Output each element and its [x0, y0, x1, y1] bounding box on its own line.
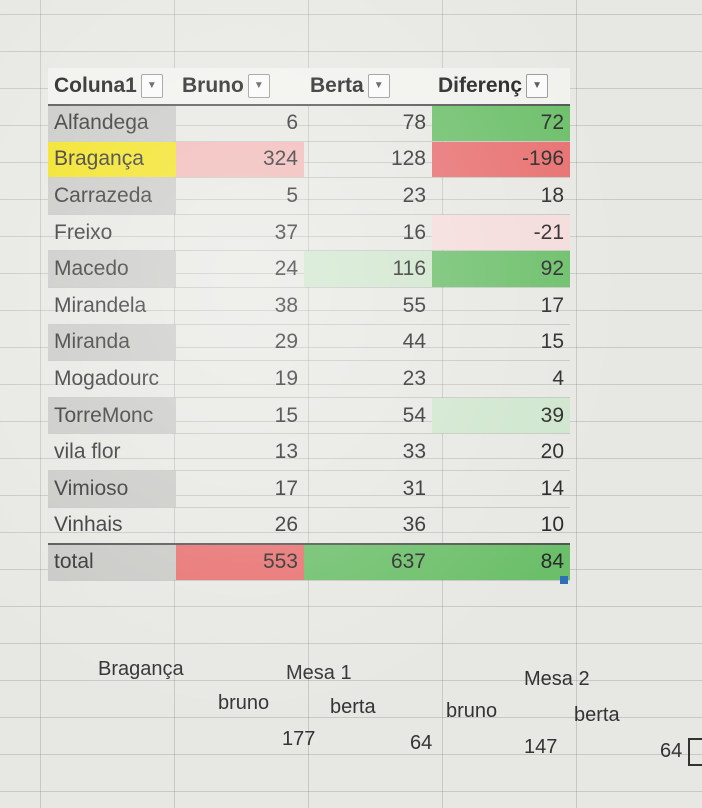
cell-berta[interactable]: 33: [304, 433, 432, 472]
cell-bruno[interactable]: 37: [176, 214, 304, 252]
cell-bruno[interactable]: 29: [176, 324, 304, 362]
table-row: Miranda 29 44 15: [48, 324, 570, 362]
header-label: Coluna1: [54, 74, 137, 98]
header-label: Diferenç: [438, 74, 523, 98]
table-row: Freixo 37 16 -21: [48, 214, 570, 252]
cell-total-bruno[interactable]: 553: [176, 542, 304, 581]
data-table: Coluna1 ▼ Bruno ▼ Berta ▼ Diferenç ▼ Alfande…: [48, 68, 570, 581]
cell-bruno[interactable]: 6: [176, 104, 304, 142]
cell-bruno[interactable]: 324: [176, 141, 304, 179]
mesa2-bruno-label[interactable]: bruno: [446, 700, 498, 722]
cell-name[interactable]: Bragança: [48, 141, 176, 179]
cell-berta[interactable]: 44: [304, 324, 432, 362]
cell-name[interactable]: Vinhais: [48, 507, 176, 545]
mesa2-berta-label[interactable]: berta: [574, 704, 620, 726]
cell-total-diff[interactable]: 84: [432, 542, 570, 581]
cell-name[interactable]: vila flor: [48, 433, 176, 472]
cell-name[interactable]: Mirandela: [48, 287, 176, 325]
cell-bruno[interactable]: 26: [176, 507, 304, 545]
cell-name[interactable]: TorreMonc: [48, 397, 176, 435]
cell-bruno[interactable]: 15: [176, 397, 304, 435]
cell-diff[interactable]: 72: [432, 104, 570, 142]
cell-diff[interactable]: 15: [432, 324, 570, 362]
cell-diff[interactable]: 4: [432, 360, 570, 398]
cell-diff[interactable]: -21: [432, 214, 570, 252]
table-row: vila flor 13 33 20: [48, 433, 570, 472]
fill-handle[interactable]: [560, 576, 568, 584]
table-row: Mirandela 38 55 17: [48, 287, 570, 325]
cell-bruno[interactable]: 17: [176, 470, 304, 508]
cell-berta[interactable]: 31: [304, 470, 432, 508]
cell-berta[interactable]: 78: [304, 104, 432, 142]
cell-name[interactable]: Freixo: [48, 214, 176, 252]
cell-name[interactable]: Mogadourc: [48, 360, 176, 398]
cell-name[interactable]: Alfandega: [48, 104, 176, 142]
cell-bruno[interactable]: 19: [176, 360, 304, 398]
cell-diff[interactable]: -196: [432, 141, 570, 179]
table-row: Carrazeda 5 23 18: [48, 177, 570, 215]
cell-bruno[interactable]: 13: [176, 433, 304, 472]
cell-berta[interactable]: 16: [304, 214, 432, 252]
cell-diff[interactable]: 20: [432, 433, 570, 472]
header-diferenca[interactable]: Diferenç ▼: [432, 68, 570, 106]
header-label: Bruno: [182, 74, 244, 98]
mesa1-berta-value[interactable]: 64: [410, 732, 433, 754]
cell-bruno[interactable]: 38: [176, 287, 304, 325]
table-row: Vinhais 26 36 10: [48, 507, 570, 545]
cell-bruno[interactable]: 5: [176, 177, 304, 215]
cell-diff[interactable]: 18: [432, 177, 570, 215]
cell-diff[interactable]: 14: [432, 470, 570, 508]
header-label: Berta: [310, 74, 364, 98]
table-header-row: Coluna1 ▼ Bruno ▼ Berta ▼ Diferenç ▼: [48, 68, 570, 106]
mesa1-title[interactable]: Mesa 1: [286, 662, 352, 684]
cell-berta[interactable]: 54: [304, 397, 432, 435]
cell-berta[interactable]: 23: [304, 360, 432, 398]
cell-total-berta[interactable]: 637: [304, 542, 432, 581]
cell-bruno[interactable]: 24: [176, 250, 304, 289]
table-row: Macedo 24 116 92: [48, 250, 570, 289]
header-coluna1[interactable]: Coluna1 ▼: [48, 68, 176, 106]
table-row: Bragança 324 128 -196: [48, 141, 570, 179]
mesa1-berta-label[interactable]: berta: [330, 696, 376, 718]
cell-berta[interactable]: 128: [304, 141, 432, 179]
table-row: Vimioso 17 31 14: [48, 470, 570, 508]
active-cell-outline[interactable]: [688, 738, 702, 766]
cell-name[interactable]: Miranda: [48, 324, 176, 362]
table-row: Alfandega 6 78 72: [48, 104, 570, 142]
cell-name[interactable]: Macedo: [48, 250, 176, 289]
cell-diff[interactable]: 17: [432, 287, 570, 325]
cell-diff[interactable]: 39: [432, 397, 570, 435]
cell-diff[interactable]: 92: [432, 250, 570, 289]
chevron-down-icon[interactable]: ▼: [140, 74, 163, 99]
mesa2-berta-value[interactable]: 64: [660, 740, 683, 762]
mesa1-bruno-label[interactable]: bruno: [218, 692, 270, 714]
chevron-down-icon[interactable]: ▼: [367, 74, 390, 99]
cell-name[interactable]: Carrazeda: [48, 177, 176, 215]
table-total-row: total 553 637 84: [48, 542, 570, 581]
chevron-down-icon[interactable]: ▼: [247, 74, 270, 99]
table-row: Mogadourc 19 23 4: [48, 360, 570, 398]
chevron-down-icon[interactable]: ▼: [526, 74, 549, 99]
header-berta[interactable]: Berta ▼: [304, 68, 432, 106]
cell-berta[interactable]: 116: [304, 250, 432, 289]
cell-diff[interactable]: 10: [432, 507, 570, 545]
header-bruno[interactable]: Bruno ▼: [176, 68, 304, 106]
cell-total-label[interactable]: total: [48, 542, 176, 581]
cell-berta[interactable]: 23: [304, 177, 432, 215]
table-row: TorreMonc 15 54 39: [48, 397, 570, 435]
mesa2-bruno-value[interactable]: 147: [524, 736, 558, 758]
lower-location-label[interactable]: Bragança: [98, 658, 184, 680]
mesa1-bruno-value[interactable]: 177: [282, 728, 316, 750]
cell-name[interactable]: Vimioso: [48, 470, 176, 508]
cell-berta[interactable]: 36: [304, 507, 432, 545]
cell-berta[interactable]: 55: [304, 287, 432, 325]
mesa2-title[interactable]: Mesa 2: [524, 668, 590, 690]
